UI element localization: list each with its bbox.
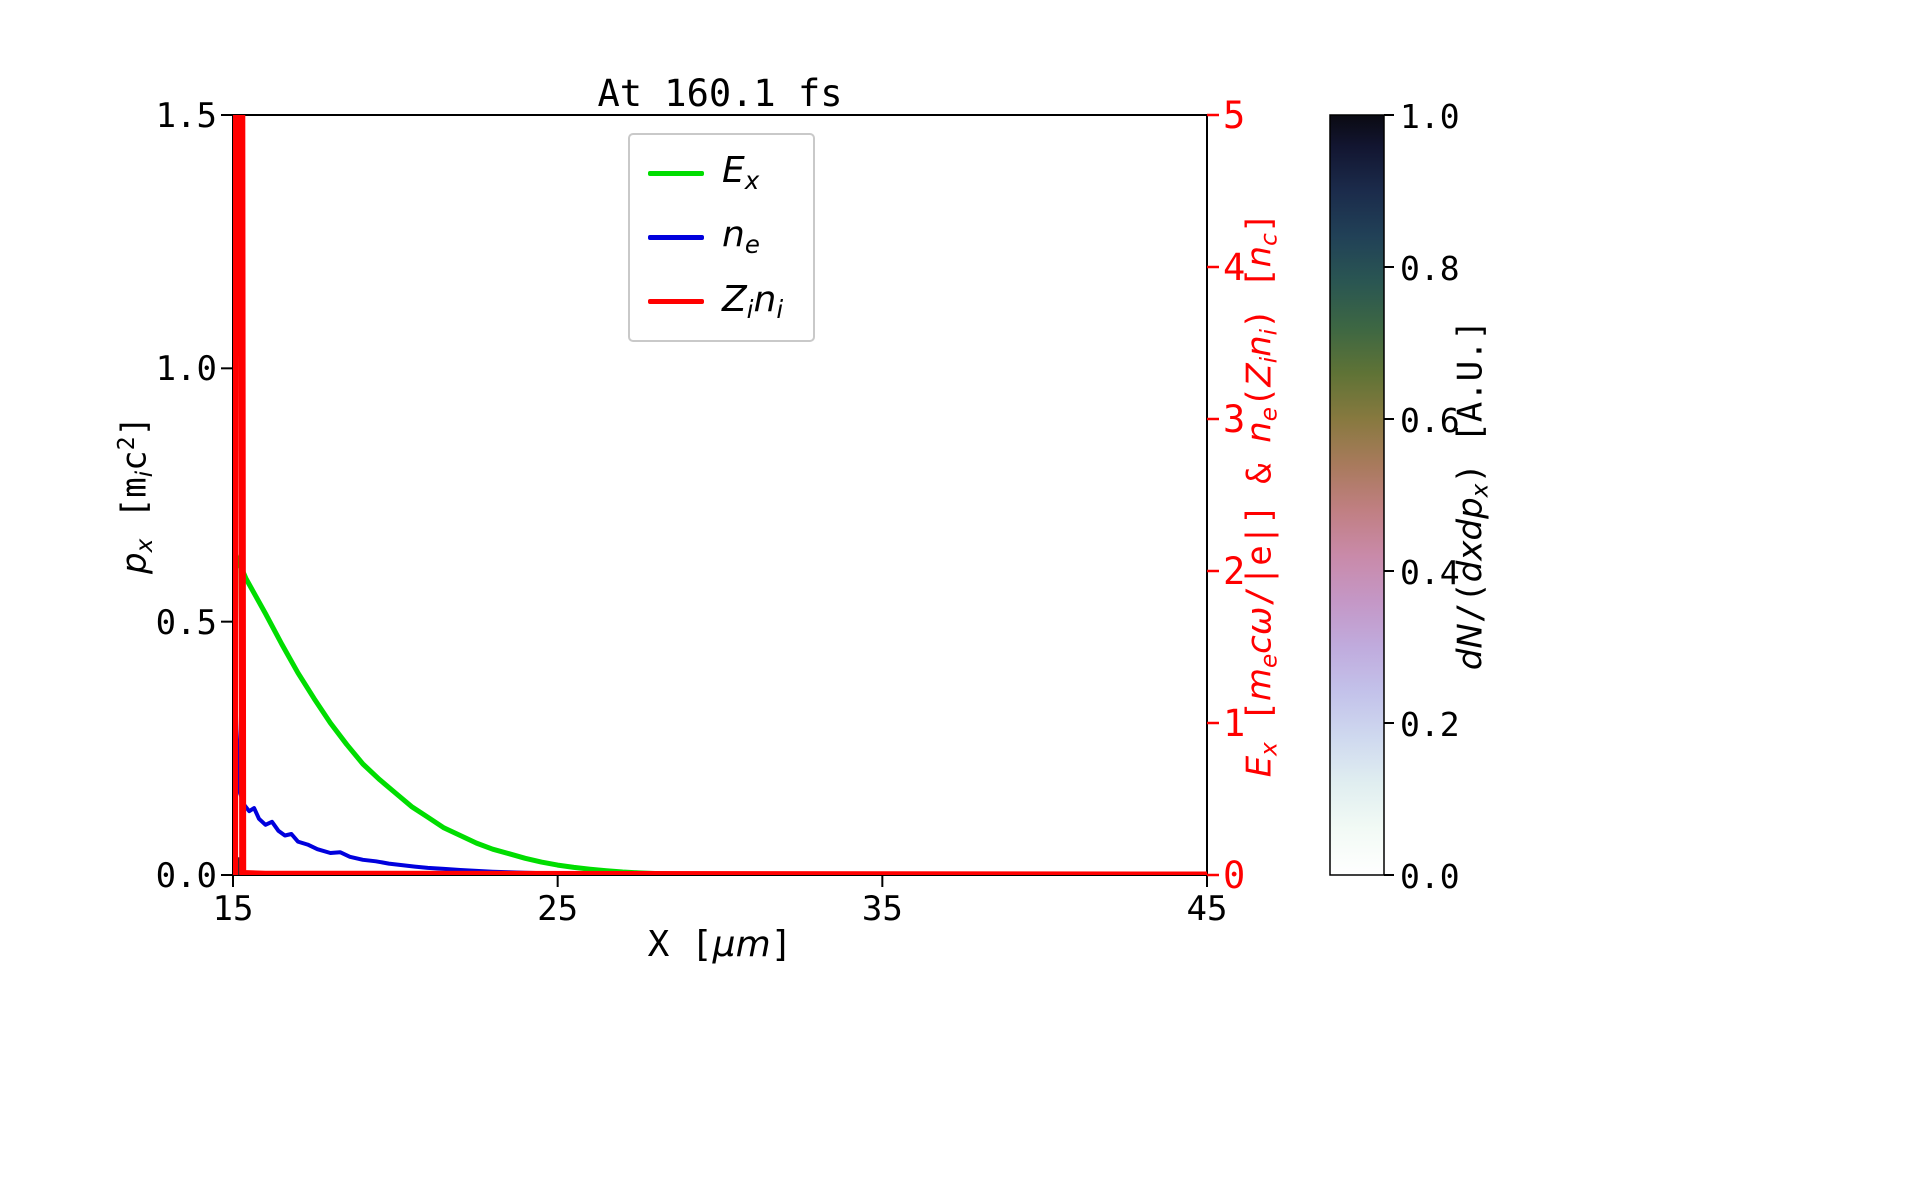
y-right-tick-label: 2: [1223, 550, 1246, 593]
label-segment: E: [1239, 755, 1280, 778]
label-segment: Z: [722, 278, 747, 320]
y-left-tick-label: 0.0: [155, 856, 217, 896]
colorbar-tick-label: 1.0: [1400, 97, 1460, 136]
label-segment: n: [1239, 335, 1280, 357]
colorbar-tick-label: 0.4: [1400, 553, 1460, 592]
label-segment: e: [1256, 653, 1283, 669]
label-segment: μm: [712, 924, 771, 965]
label-segment: E: [722, 150, 745, 191]
label-segment: m: [114, 477, 155, 498]
legend-line-swatch: [648, 234, 704, 240]
label-segment: 2: [113, 436, 140, 451]
label-segment: x: [1256, 742, 1283, 756]
label-segment: ): [1450, 463, 1491, 484]
label-segment: e: [744, 230, 760, 260]
label-segment: i: [1256, 356, 1283, 364]
label-segment: e: [1256, 407, 1283, 422]
legend-item-label: ne: [722, 217, 760, 257]
x-tick-label: 15: [212, 889, 254, 929]
label-segment: i: [776, 294, 784, 324]
label-segment: n: [722, 214, 745, 256]
y-right-tick-label: 3: [1223, 398, 1246, 441]
legend-line-swatch: [648, 170, 704, 176]
colorbar-tick-label: 0.0: [1400, 857, 1460, 896]
colorbar-tick-label: 0.6: [1400, 401, 1460, 440]
y-right-tick-label: 1: [1223, 702, 1246, 745]
legend-item-Ex: Ex: [648, 153, 783, 193]
label-segment: ]: [114, 415, 155, 437]
y-right-tick-label: 0: [1223, 854, 1246, 897]
legend-box: Ex ne Zini: [628, 133, 816, 342]
label-segment: i: [746, 294, 754, 324]
label-segment: c: [1239, 635, 1280, 654]
x-tick-label: 35: [861, 889, 903, 929]
chart-title: At 160.1 fs: [597, 72, 843, 115]
y-left-tick-label: 1.5: [155, 96, 217, 136]
label-segment: x: [132, 538, 159, 553]
label-segment: Z: [1239, 363, 1280, 387]
label-segment: [: [114, 497, 155, 539]
label-segment: p: [114, 552, 155, 575]
label-segment: n: [753, 278, 777, 320]
label-segment: i: [1256, 328, 1283, 336]
y-left-tick-label: 0.5: [155, 602, 217, 643]
colorbar-label: dN/(dxdpx) [A.U.]: [1450, 320, 1493, 670]
label-segment: &: [1239, 442, 1280, 505]
x-tick-label: 25: [537, 889, 579, 929]
y-right-axis-label: Ex [mecω/|e|] & ne(Zini) [nc]: [1239, 213, 1282, 778]
legend-item-ne: ne: [648, 217, 783, 257]
label-segment: x: [1467, 483, 1494, 498]
label-segment: ]: [770, 924, 793, 965]
colorbar-tick-label: 0.8: [1400, 249, 1460, 288]
legend-line-swatch: [648, 299, 704, 305]
x-tick-label: 45: [1186, 889, 1228, 929]
label-segment: c: [114, 450, 155, 471]
y-right-tick-label: 4: [1223, 246, 1246, 289]
legend-item-label: Ex: [722, 153, 759, 193]
label-segment: X [: [647, 924, 713, 965]
y-left-axis-label: px [mic2]: [114, 416, 158, 574]
label-segment: dN: [1450, 623, 1491, 671]
x-axis-label: X [μm]: [648, 924, 793, 965]
label-segment: m: [1239, 668, 1280, 702]
legend-item-label: Zini: [722, 278, 784, 324]
colorbar-tick-label: 0.2: [1400, 705, 1460, 744]
label-segment: ]: [1239, 212, 1280, 234]
y-left-tick-label: 1.0: [155, 349, 217, 390]
label-segment: x: [744, 165, 760, 195]
label-segment: [A.U.]: [1450, 319, 1491, 464]
label-segment: ): [1239, 308, 1280, 329]
y-right-tick-label: 5: [1223, 94, 1246, 137]
legend-item-Zini: Zini: [648, 278, 784, 324]
label-segment: c: [1256, 233, 1283, 246]
label-segment: ω: [1239, 606, 1280, 636]
label-segment: i: [132, 470, 159, 478]
